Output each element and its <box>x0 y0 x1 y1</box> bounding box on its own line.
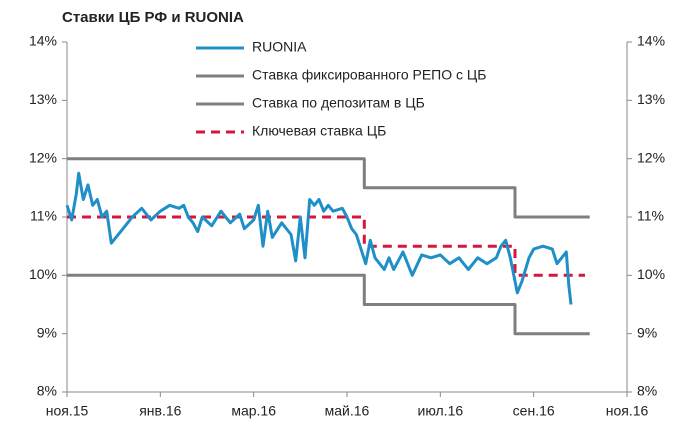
y2-tick-label: 10% <box>637 266 665 282</box>
y-tick-label: 11% <box>30 208 57 224</box>
y2-tick-label: 13% <box>637 91 665 107</box>
legend-label: Ставка по депозитам в ЦБ <box>252 95 425 111</box>
legend-label: RUONIA <box>252 39 307 55</box>
series-line <box>67 215 585 277</box>
x-tick-label: сен.16 <box>513 403 555 419</box>
x-tick-label: июл.16 <box>418 403 464 419</box>
y2-tick-label: 11% <box>637 208 664 224</box>
y-tick-label: 13% <box>29 91 57 107</box>
x-tick-label: янв.16 <box>139 403 181 419</box>
chart-title: Ставки ЦБ РФ и RUONIA <box>62 9 244 26</box>
series-line <box>65 171 573 305</box>
legend-label: Ставка фиксированного РЕПО с ЦБ <box>252 67 486 83</box>
y-tick-label: 12% <box>29 149 57 165</box>
x-tick-label: ноя.15 <box>46 403 89 419</box>
x-tick-label: май.16 <box>325 403 370 419</box>
y-tick-label: 9% <box>37 324 57 340</box>
y-tick-label: 10% <box>29 266 57 282</box>
series-line <box>67 157 590 219</box>
y-tick-label: 8% <box>37 383 57 399</box>
legend-label: Ключевая ставка ЦБ <box>252 123 386 139</box>
series-line <box>67 273 590 336</box>
x-tick-label: ноя.16 <box>606 403 649 419</box>
y2-tick-label: 12% <box>637 149 665 165</box>
x-tick-label: мар.16 <box>231 403 276 419</box>
y2-tick-label: 8% <box>637 383 657 399</box>
y-tick-label: 14% <box>29 33 57 49</box>
y2-tick-label: 9% <box>637 324 657 340</box>
y2-tick-label: 14% <box>637 33 665 49</box>
